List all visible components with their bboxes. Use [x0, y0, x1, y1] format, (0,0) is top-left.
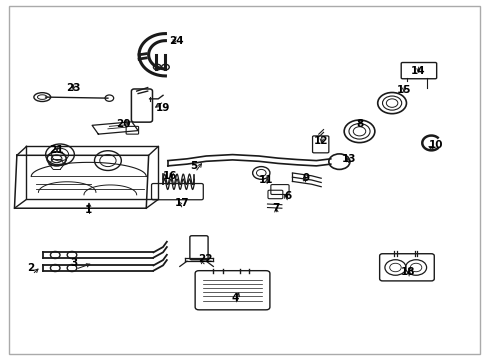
Text: 4: 4 — [231, 293, 238, 303]
Text: 5: 5 — [190, 161, 198, 171]
Text: 23: 23 — [65, 83, 80, 93]
Text: 6: 6 — [284, 191, 291, 201]
Text: 10: 10 — [428, 140, 443, 150]
Text: 8: 8 — [355, 118, 363, 129]
Text: 11: 11 — [258, 175, 273, 185]
Text: 17: 17 — [175, 198, 189, 208]
Text: 14: 14 — [410, 66, 425, 76]
Text: 15: 15 — [396, 85, 410, 95]
Text: 2: 2 — [27, 263, 35, 273]
Text: 13: 13 — [341, 154, 355, 164]
Text: 21: 21 — [49, 145, 64, 155]
Text: 9: 9 — [302, 173, 309, 183]
Text: 1: 1 — [85, 205, 92, 215]
Text: 20: 20 — [116, 118, 131, 129]
Text: 22: 22 — [198, 255, 212, 264]
Text: 18: 18 — [400, 267, 415, 278]
Text: 7: 7 — [271, 203, 279, 213]
Text: 12: 12 — [313, 136, 328, 146]
Text: 16: 16 — [163, 171, 177, 181]
Text: 24: 24 — [169, 36, 183, 46]
Text: 3: 3 — [71, 258, 78, 268]
Text: 19: 19 — [156, 103, 170, 113]
